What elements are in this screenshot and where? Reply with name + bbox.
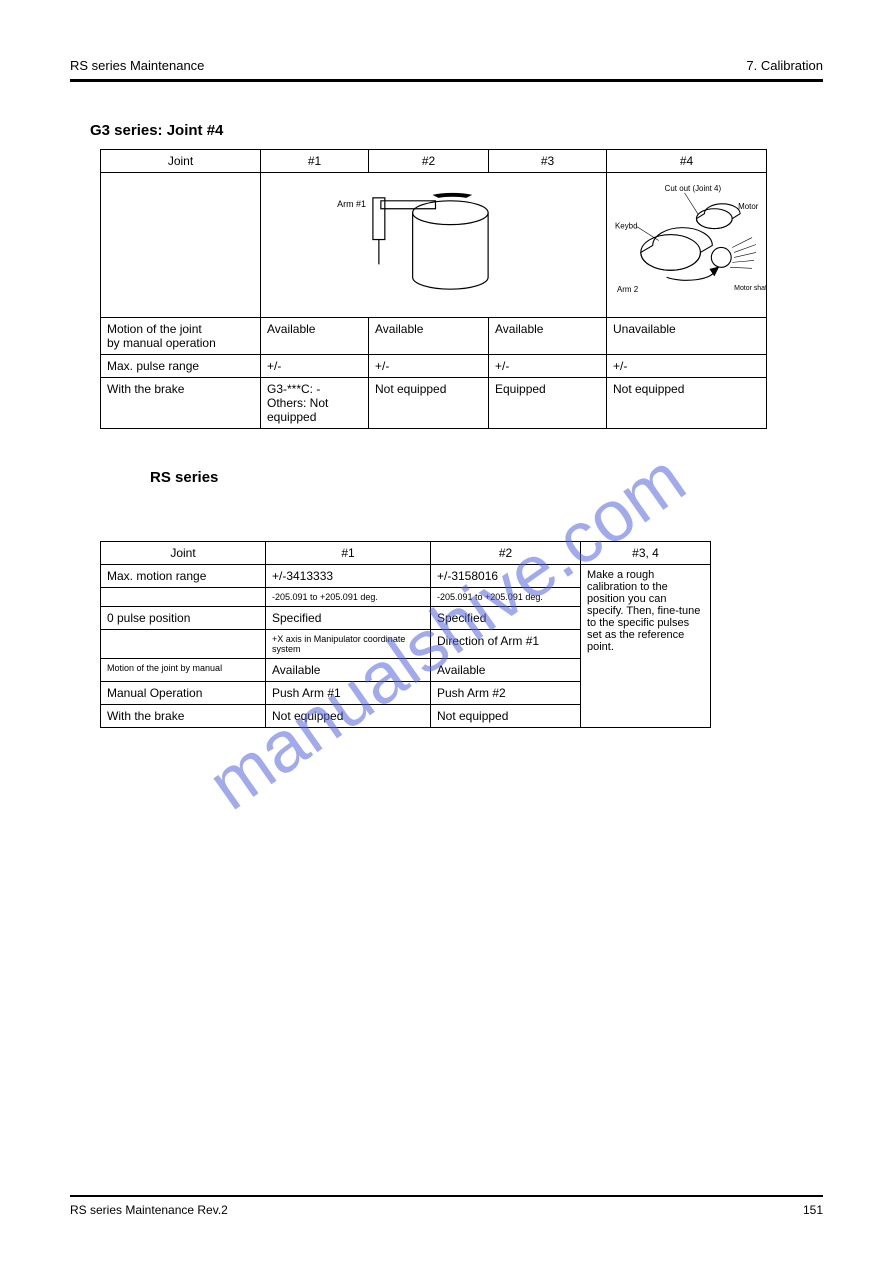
t2-r6c1: Not equipped: [266, 705, 431, 728]
t1-motion-3: Available: [369, 318, 489, 355]
table-joint4: Joint #1 #2 #3 #4 Arm #1: [100, 149, 767, 429]
table-row: Max. pulse range +/- +/- +/- +/-: [101, 355, 767, 378]
t1-max-5: +/-: [607, 355, 767, 378]
table-row: Arm #1: [101, 173, 767, 318]
t2-r6c2: Not equipped: [431, 705, 581, 728]
arm1-label: Arm #1: [337, 199, 366, 209]
t1-fig-arm: Arm #1: [261, 173, 607, 318]
t2-r0c3: Make a rough calibration to the position…: [581, 565, 711, 728]
t1-h3: #3: [489, 150, 607, 173]
table-rs-series: Joint #1 #2 #3, 4 Max. motion range +/-3…: [100, 541, 711, 728]
t1-motion-5: Unavailable: [607, 318, 767, 355]
t2-r2c2: Specified: [431, 607, 581, 630]
t2-r2c1: Specified: [266, 607, 431, 630]
t2-r1c1: -205.091 to +205.091 deg.: [266, 588, 431, 607]
t1-max-l: Max. pulse range: [101, 355, 261, 378]
t1-h0: Joint: [101, 150, 261, 173]
t2-r1c0: [101, 588, 266, 607]
t2-r3c2: Direction of Arm #1: [431, 630, 581, 659]
t1-max-3: +/-: [369, 355, 489, 378]
table-row: Joint #1 #2 #3 #4: [101, 150, 767, 173]
t2-r5c1: Push Arm #1: [266, 682, 431, 705]
t1-fig-blank: [101, 173, 261, 318]
t2-h3: #3, 4: [581, 542, 711, 565]
table-row: Joint #1 #2 #3, 4: [101, 542, 711, 565]
t1-h1: #1: [261, 150, 369, 173]
t1-motion-l: Motion of the joint by manual operation: [101, 318, 261, 355]
t1-h2: #2: [369, 150, 489, 173]
t2-r4c0: Motion of the joint by manual: [101, 659, 266, 682]
t2-r0c1: +/-3413333: [266, 565, 431, 588]
t2-h2: #2: [431, 542, 581, 565]
header-left: RS series Maintenance: [70, 58, 204, 73]
t2-r3c0: [101, 630, 266, 659]
t2-caption: RS series: [150, 469, 823, 486]
header-divider: [70, 79, 823, 82]
t2-r0c2: +/-3158016: [431, 565, 581, 588]
t2-r4c2: Available: [431, 659, 581, 682]
motorshaft-label: Motor shaft: [734, 285, 766, 292]
t1-with-5: Not equipped: [607, 378, 767, 429]
t2-h1: #1: [266, 542, 431, 565]
t1-with-4: Equipped: [489, 378, 607, 429]
t1-with-l: With the brake: [101, 378, 261, 429]
motor-label: Motor: [738, 202, 759, 211]
t2-r1c2: -205.091 to +205.091 deg.: [431, 588, 581, 607]
footer-divider: [70, 1195, 823, 1197]
robot-arm-icon: Arm #1: [261, 173, 606, 317]
cutout-label: Cut out (Joint 4): [665, 184, 722, 193]
t1-motion-2: Available: [261, 318, 369, 355]
t2-r4c1: Available: [266, 659, 431, 682]
t2-r0c0: Max. motion range: [101, 565, 266, 588]
keybd-label: Keybd: [615, 222, 638, 231]
t2-r5c0: Manual Operation: [101, 682, 266, 705]
t1-motion-4: Available: [489, 318, 607, 355]
table-row: Motion of the joint by manual operation …: [101, 318, 767, 355]
t2-r6c0: With the brake: [101, 705, 266, 728]
page-header: RS series Maintenance 7. Calibration: [70, 58, 823, 79]
footer-left: RS series Maintenance Rev.2: [70, 1203, 228, 1217]
table-row: Max. motion range +/-3413333 +/-3158016 …: [101, 565, 711, 588]
t1-fig-motor: Cut out (Joint 4) Motor Keybd Motor shaf…: [607, 173, 767, 318]
t2-r2c0: 0 pulse position: [101, 607, 266, 630]
motor-assembly-icon: Cut out (Joint 4) Motor Keybd Motor shaf…: [607, 173, 766, 317]
footer-right: 151: [803, 1203, 823, 1217]
page-footer: RS series Maintenance Rev.2 151: [70, 1195, 823, 1217]
t1-max-2: +/-: [261, 355, 369, 378]
t1-max-4: +/-: [489, 355, 607, 378]
t2-r5c2: Push Arm #2: [431, 682, 581, 705]
header-right: 7. Calibration: [746, 58, 823, 73]
t1-h4: #4: [607, 150, 767, 173]
t1-caption: G3 series: Joint #4: [90, 122, 823, 139]
arm2-label: Arm 2: [617, 285, 639, 294]
page: RS series Maintenance 7. Calibration G3 …: [0, 0, 893, 768]
t1-with-2: G3-***C: - Others: Not equipped: [261, 378, 369, 429]
t1-with-3: Not equipped: [369, 378, 489, 429]
table-row: With the brake G3-***C: - Others: Not eq…: [101, 378, 767, 429]
t2-h0: Joint: [101, 542, 266, 565]
t2-r3c1: +X axis in Manipulator coordinate system: [266, 630, 431, 659]
